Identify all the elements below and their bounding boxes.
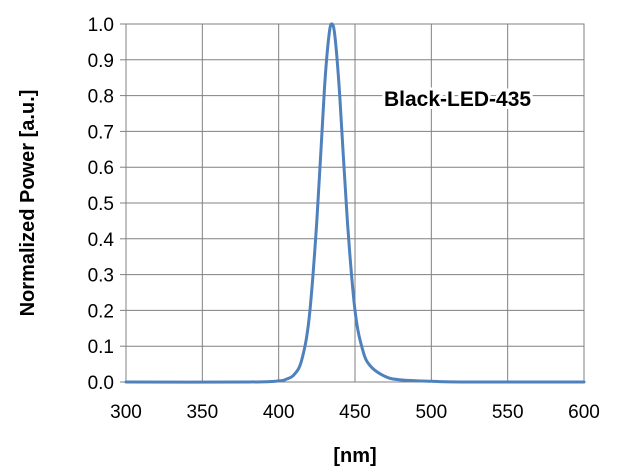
- y-tick-label: 0.9: [88, 51, 114, 72]
- x-tick-label: 350: [186, 402, 218, 423]
- x-tick-label: 400: [263, 402, 295, 423]
- x-tick-label: 550: [492, 402, 524, 423]
- y-tick-label: 0.4: [88, 230, 115, 251]
- x-axis-title: [nm]: [333, 445, 376, 467]
- y-tick-label: 0.3: [88, 266, 114, 287]
- y-tick-label: 0.8: [88, 87, 114, 108]
- y-tick-label: 0.0: [88, 373, 114, 394]
- x-tick-label: 500: [415, 402, 447, 423]
- x-tick-label: 450: [339, 402, 371, 423]
- y-tick-label: 0.2: [88, 301, 114, 322]
- x-tick-label: 600: [568, 402, 600, 423]
- y-tick-label: 0.7: [88, 122, 114, 143]
- y-tick-label: 0.6: [88, 158, 114, 179]
- y-axis-title: Normalized Power [a.u.]: [17, 90, 39, 317]
- y-tick-label: 1.0: [88, 15, 114, 36]
- x-tick-label: 300: [110, 402, 142, 423]
- chart-annotation: Black-LED-435: [384, 88, 531, 111]
- y-tick-label: 0.1: [88, 337, 114, 358]
- y-tick-label: 0.5: [88, 194, 114, 215]
